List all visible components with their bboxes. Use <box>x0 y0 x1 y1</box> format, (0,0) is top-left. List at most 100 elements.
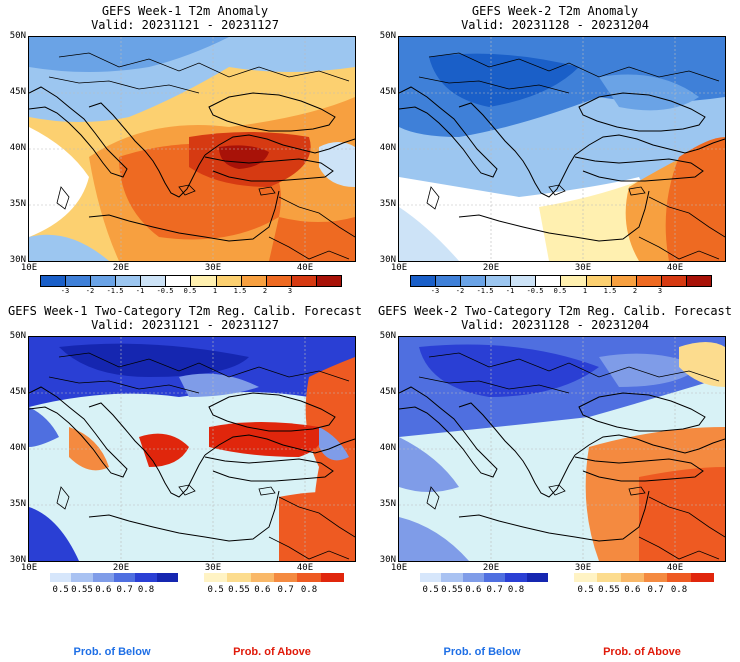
lat-label: 50N <box>9 31 26 41</box>
colorbar-swatch <box>611 276 637 286</box>
colorbar-swatch <box>241 276 267 286</box>
colorbar-tick-label: -0.5 <box>526 287 544 295</box>
colorbar-swatch <box>462 573 484 582</box>
colorbar-tick-label: 0.8 <box>507 585 525 595</box>
colorbar-tick-label: -0.5 <box>156 287 174 295</box>
colorbar-tick-label: 0.5 <box>207 585 224 595</box>
lat-label: 35N <box>379 499 396 509</box>
lon-label: 40E <box>296 263 314 273</box>
colorbar-swatch <box>483 573 506 582</box>
colorbar-swatch <box>461 276 487 286</box>
colorbar-swatch <box>536 276 562 286</box>
lon-label: 10E <box>390 563 408 573</box>
lat-label: 50N <box>379 31 396 41</box>
colorbar-swatch <box>561 276 587 286</box>
colorbar-tick-label: -3 <box>430 287 440 295</box>
colorbar-tick-label: 2 <box>262 287 268 295</box>
colorbar-swatch <box>266 276 292 286</box>
colorbar-swatch <box>643 573 668 582</box>
colorbar-swatch <box>597 573 621 582</box>
colorbar-tick-label: 0.55 <box>228 585 250 595</box>
lat-label: 45N <box>9 387 26 397</box>
lon-label: 20E <box>482 263 500 273</box>
colorbar-swatch <box>227 573 251 582</box>
colorbar-swatch <box>71 573 93 582</box>
lat-label: 40N <box>9 143 26 153</box>
colorbar-swatch <box>191 276 217 286</box>
panel-week2-anomaly: GEFS Week-2 T2m Anomaly Valid: 20231128 … <box>370 0 740 300</box>
colorbar-swatch <box>273 573 298 582</box>
colorbar-swatch <box>511 276 537 286</box>
colorbar-tick-label: -1 <box>505 287 515 295</box>
colorbar-swatch <box>66 276 92 286</box>
colorbar-swatch <box>667 573 691 582</box>
colorbar-swatch <box>116 276 142 286</box>
colorbar-tick-label: -2 <box>85 287 95 295</box>
lon-label: 20E <box>112 263 130 273</box>
lon-label: 10E <box>20 263 38 273</box>
lat-label: 35N <box>9 499 26 509</box>
panel-valid: Valid: 20231128 - 20231204 <box>461 18 649 32</box>
colorbar-swatch <box>586 276 612 286</box>
colorbar-tick-label: 0.5 <box>577 585 594 595</box>
colorbar-tick-label: 3 <box>287 287 293 295</box>
colorbar-swatch <box>620 573 644 582</box>
colorbar-tick-label: 0.8 <box>137 585 155 595</box>
lat-label: 35N <box>379 199 396 209</box>
lon-label: 10E <box>390 263 408 273</box>
colorbar-tick-label: 0.5 <box>183 287 197 295</box>
colorbar-swatch <box>316 276 341 286</box>
colorbar-tick-label: 0.6 <box>624 585 641 595</box>
panel-valid: Valid: 20231128 - 20231204 <box>461 318 649 332</box>
lat-label: 30N <box>9 555 26 565</box>
colorbar-swatch <box>661 276 687 286</box>
lat-label: 45N <box>9 87 26 97</box>
colorbar-swatch <box>291 276 317 286</box>
colorbar-swatch <box>250 573 274 582</box>
lat-label: 40N <box>379 143 396 153</box>
lat-label: 45N <box>379 87 396 97</box>
colorbar-tick-label: 0.5 <box>422 585 439 595</box>
anomaly-map-week1 <box>28 36 356 262</box>
colorbar-tick-label: 0.7 <box>116 585 133 595</box>
colorbar-swatch <box>505 573 527 582</box>
colorbar-swatch <box>411 276 437 286</box>
panel-week1-anomaly: GEFS Week-1 T2m Anomaly Valid: 20231121 … <box>0 0 370 300</box>
colorbar-tick-label: 0.8 <box>300 585 318 595</box>
colorbar-tick-label: -1.5 <box>476 287 494 295</box>
colorbar-swatch <box>574 573 598 582</box>
lon-label: 30E <box>574 563 592 573</box>
prob-above-colorbar <box>574 573 714 582</box>
panel-week1-probability: GEFS Week-1 Two-Category T2m Reg. Calib.… <box>0 300 370 662</box>
probability-map-week2 <box>398 336 726 562</box>
colorbar-swatch <box>297 573 321 582</box>
panel-week2-probability: GEFS Week-2 Two-Category T2m Reg. Calib.… <box>370 300 740 662</box>
lon-label: 30E <box>204 563 222 573</box>
lat-label: 30N <box>379 255 396 265</box>
colorbar-swatch <box>204 573 228 582</box>
colorbar-tick-label: 2 <box>632 287 638 295</box>
colorbar-swatch <box>135 573 157 582</box>
colorbar-tick-label: -1 <box>135 287 145 295</box>
colorbar-tick-label: 0.55 <box>441 585 463 595</box>
colorbar-swatch <box>636 276 662 286</box>
colorbar-tick-label: 0.7 <box>486 585 503 595</box>
colorbar-tick-label: 1 <box>582 287 588 295</box>
colorbar-swatch <box>91 276 117 286</box>
colorbar-swatch <box>486 276 512 286</box>
lat-label: 40N <box>9 443 26 453</box>
colorbar-tick-label: 0.55 <box>598 585 620 595</box>
colorbar-tick-label: 0.7 <box>277 585 294 595</box>
colorbar-swatch <box>156 573 178 582</box>
lat-label: 35N <box>9 199 26 209</box>
colorbar-tick-label: 0.6 <box>95 585 112 595</box>
colorbar-tick-label: 0.55 <box>71 585 93 595</box>
colorbar-tick-label: -3 <box>60 287 70 295</box>
anomaly-colorbar <box>40 275 342 287</box>
panel-title: GEFS Week-2 Two-Category T2m Reg. Calib.… <box>377 304 732 318</box>
colorbar-swatch <box>690 573 714 582</box>
lon-label: 10E <box>20 563 38 573</box>
lat-label: 50N <box>9 331 26 341</box>
colorbar-swatch <box>50 573 72 582</box>
lon-label: 20E <box>112 563 130 573</box>
